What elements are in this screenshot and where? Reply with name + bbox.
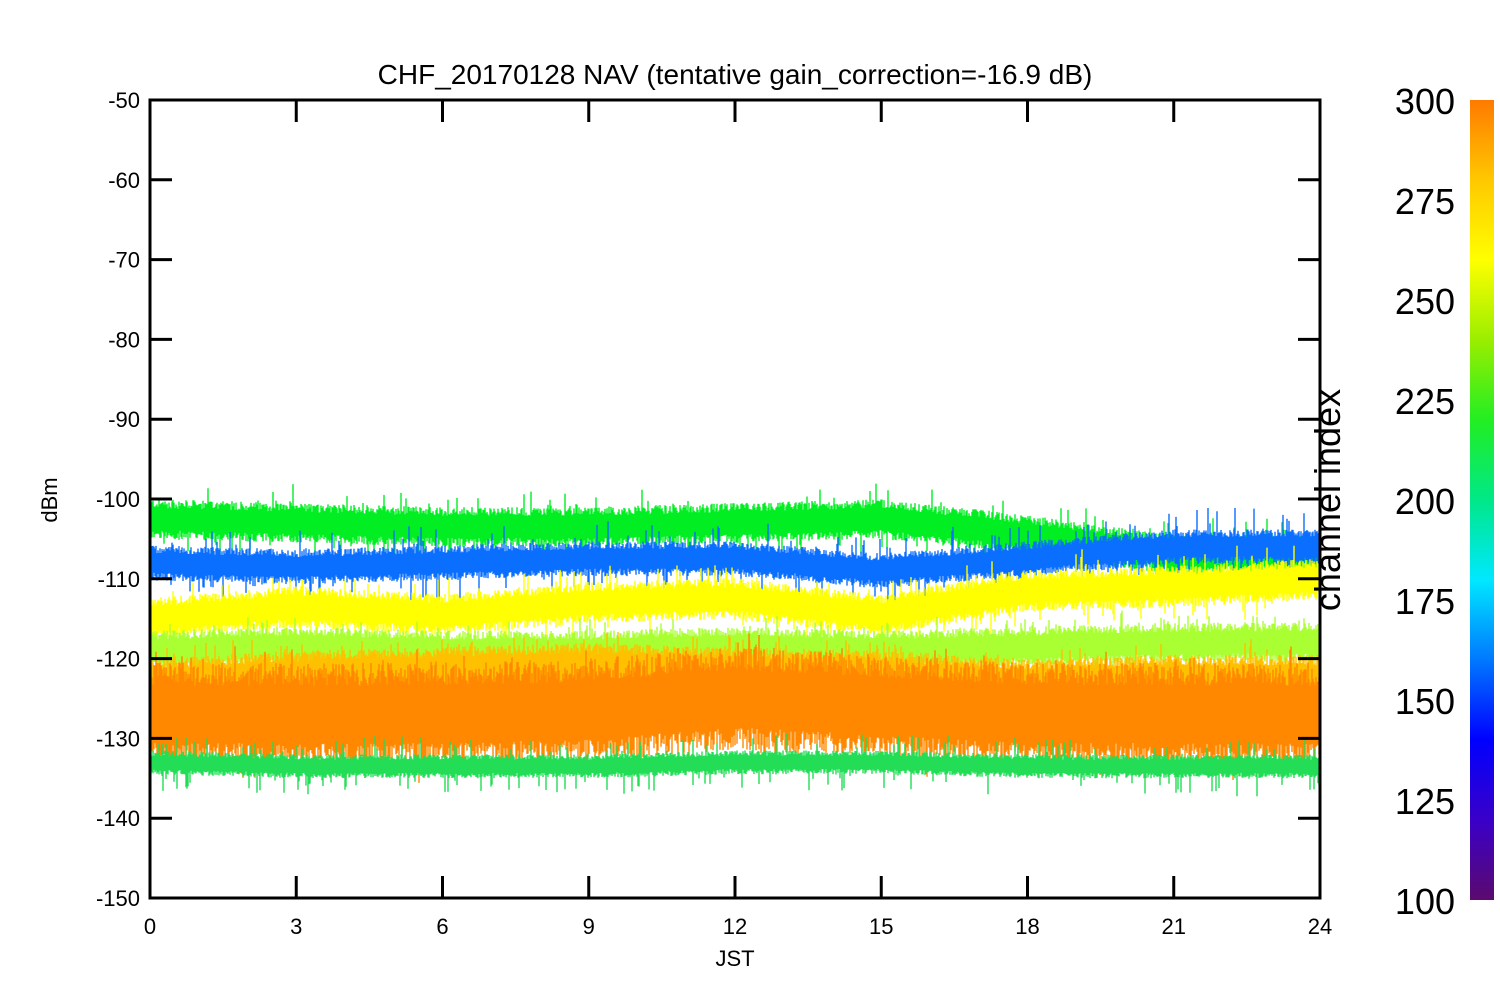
series-line-300 [150, 633, 1320, 783]
y-tick-label: -80 [108, 327, 140, 352]
y-tick-label: -120 [96, 647, 140, 672]
series-line-275 [150, 545, 1320, 650]
y-tick-label: -90 [108, 407, 140, 432]
colorbar-tick-label: 225 [1395, 381, 1455, 422]
x-axis: 0 3 6 9 12 15 18 21 24 [144, 100, 1332, 939]
colorbar-tick-label: 100 [1395, 881, 1455, 922]
x-tick-label: 0 [144, 914, 156, 939]
colorbar-tick-label: 275 [1395, 181, 1455, 222]
colorbar-tick-label: 200 [1395, 481, 1455, 522]
colorbar-tick-label: 125 [1395, 781, 1455, 822]
y-tick-label: -140 [96, 806, 140, 831]
y-tick-label: -150 [96, 886, 140, 911]
chart-title: CHF_20170128 NAV (tentative gain_correct… [378, 59, 1093, 90]
series-line-210 [150, 733, 1320, 797]
x-tick-label: 9 [583, 914, 595, 939]
y-tick-label: -60 [108, 168, 140, 193]
y-tick-label: -70 [108, 248, 140, 273]
colorbar [1470, 100, 1494, 900]
x-tick-label: 6 [436, 914, 448, 939]
x-axis-label: JST [715, 946, 754, 971]
colorbar-tick-label: 150 [1395, 681, 1455, 722]
y-axis-label: dBm [37, 477, 62, 522]
y-tick-label: -110 [98, 567, 140, 592]
x-tick-label: 15 [869, 914, 893, 939]
x-tick-label: 12 [723, 914, 747, 939]
y-tick-label: -50 [108, 88, 140, 113]
x-tick-label: 24 [1308, 914, 1332, 939]
x-tick-label: 18 [1015, 914, 1039, 939]
y-tick-label: -100 [96, 487, 140, 512]
colorbar-ticks: 300 275 250 225 200 175 150 125 100 [1395, 81, 1455, 922]
x-tick-label: 3 [290, 914, 302, 939]
colorbar-tick-label: 300 [1395, 81, 1455, 122]
colorbar-tick-label: 250 [1395, 281, 1455, 322]
colorbar-tick-label: 175 [1395, 581, 1455, 622]
y-tick-label: -130 [96, 726, 140, 751]
y-axis: -50 -60 -70 -80 -90 -100 -110 -120 -130 -140 -150 [96, 88, 1320, 911]
x-tick-label: 21 [1162, 914, 1186, 939]
series-line-150 [150, 508, 1320, 607]
series-group [150, 483, 1320, 797]
colorbar-label: channel index [1307, 389, 1348, 611]
